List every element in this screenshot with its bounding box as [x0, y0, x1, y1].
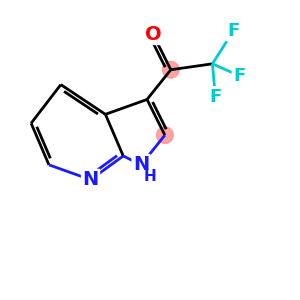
Text: O: O	[145, 25, 161, 44]
Text: N: N	[82, 170, 99, 189]
Text: N: N	[133, 155, 149, 174]
Text: H: H	[144, 169, 156, 184]
Circle shape	[157, 127, 173, 143]
Text: F: F	[209, 88, 221, 106]
Circle shape	[163, 61, 179, 78]
Text: F: F	[227, 22, 239, 40]
Text: F: F	[233, 67, 245, 85]
